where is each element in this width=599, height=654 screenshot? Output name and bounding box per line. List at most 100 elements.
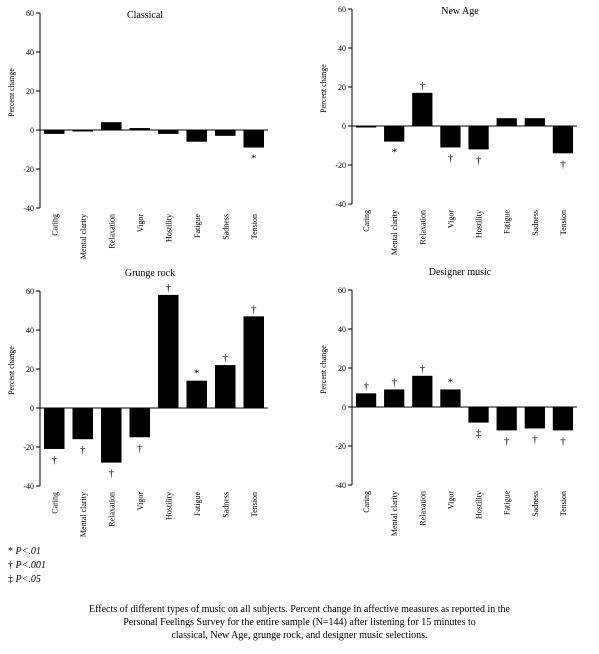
- bar-hostility: [468, 126, 489, 150]
- x-tick-label: Sadness: [221, 492, 230, 518]
- x-tick-label: Mental clarity: [79, 214, 88, 259]
- x-tick-label: Tension: [559, 491, 568, 516]
- bar-fatigue: [186, 380, 208, 408]
- bar-mental-clarity: [384, 389, 405, 407]
- bar-vigor: [129, 128, 151, 130]
- x-tick-label: Tension: [250, 214, 259, 239]
- bar-sadness: [524, 407, 545, 429]
- bar-sadness: [214, 365, 236, 408]
- x-tick-label: Fatigue: [193, 214, 202, 238]
- bar-caring: [355, 126, 377, 128]
- significance-marker: †: [166, 282, 172, 294]
- caption-line: classical, New Age, grunge rock, and des…: [171, 630, 428, 641]
- y-tick-label: -20: [335, 161, 346, 170]
- significance-marker: †: [363, 380, 369, 392]
- chart-title: Classical: [127, 10, 163, 21]
- significance-marker: ‡: [476, 428, 482, 440]
- bar-relaxation: [412, 375, 433, 407]
- y-axis-label: Percent change: [319, 345, 328, 394]
- x-tick-label: Vigor: [136, 214, 145, 233]
- significance-marker: †: [560, 435, 566, 447]
- significance-marker: †: [109, 468, 115, 480]
- x-tick-label: Sadness: [531, 491, 540, 517]
- y-axis-label: Percent change: [319, 64, 328, 113]
- bar-hostility: [157, 130, 179, 134]
- x-tick-label: Hostility: [164, 492, 173, 520]
- bar-caring: [43, 408, 65, 449]
- legend-symbol: ‡: [8, 574, 13, 585]
- y-tick-label: 0: [342, 403, 346, 412]
- significance-marker: †: [448, 152, 454, 164]
- bar-tension: [243, 130, 265, 148]
- x-tick-label: Fatigue: [503, 210, 512, 234]
- x-tick-label: Mental clarity: [390, 210, 399, 255]
- x-tick-label: Relaxation: [418, 210, 427, 245]
- x-tick-label: Fatigue: [503, 491, 512, 515]
- chart-designer-music: Designer music 60 40 20 0 -20 -40 Percent chang…: [319, 267, 577, 536]
- bar-fatigue: [186, 130, 208, 142]
- bar-fatigue: [496, 118, 517, 126]
- y-tick-label: 0: [342, 122, 346, 131]
- bar-relaxation: [412, 92, 433, 126]
- caption-line: Personal Feelings Survey for the entire …: [123, 617, 476, 628]
- legend-text: P<.01: [15, 546, 41, 557]
- legend-item: * P<.01: [8, 545, 46, 559]
- significance-marker: †: [251, 303, 257, 315]
- x-tick-label: Tension: [559, 210, 568, 235]
- significance-legend: * P<.01 † P<.001 ‡ P<.05: [8, 545, 46, 587]
- y-tick-label: -40: [335, 200, 346, 209]
- bar-tension: [552, 407, 574, 431]
- bar-mental-clarity: [384, 126, 405, 142]
- significance-marker: †: [504, 435, 510, 447]
- y-tick-label: 0: [30, 126, 34, 135]
- x-tick-label: Hostility: [164, 214, 173, 242]
- x-tick-label: Relaxation: [418, 491, 427, 526]
- x-tick-label: Tension: [250, 492, 259, 517]
- significance-marker: *: [391, 147, 397, 159]
- chart-title: Designer music: [429, 267, 492, 278]
- significance-marker: †: [391, 376, 397, 388]
- legend-item: † P<.001: [8, 559, 46, 573]
- bar-mental-clarity: [72, 408, 94, 440]
- x-tick-label: Fatigue: [193, 492, 202, 516]
- y-tick-label: 40: [338, 325, 346, 334]
- bar-vigor: [440, 126, 461, 148]
- significance-marker: †: [223, 352, 229, 364]
- bar-hostility: [468, 407, 489, 423]
- chart-grunge-rock: Grunge rock 60 40 20 0 -20 -40 Percent change † C…: [7, 268, 268, 537]
- x-tick-label: Vigor: [446, 210, 455, 229]
- y-tick-label: 60: [338, 5, 346, 14]
- x-tick-label: Vigor: [136, 492, 145, 511]
- y-tick-label: -40: [23, 204, 34, 213]
- y-tick-label: 60: [338, 286, 346, 295]
- significance-marker: †: [560, 158, 566, 170]
- bar-tension: [243, 316, 265, 408]
- x-tick-label: Relaxation: [107, 492, 116, 527]
- significance-marker: †: [52, 454, 58, 466]
- significance-marker: †: [420, 80, 426, 92]
- y-axis-label: Percent change: [7, 68, 16, 117]
- significance-marker: *: [194, 368, 200, 380]
- x-tick-label: Vigor: [446, 491, 455, 510]
- x-tick-label: Caring: [50, 214, 59, 236]
- y-tick-label: 60: [26, 287, 34, 296]
- y-tick-label: 0: [30, 404, 34, 413]
- chart-new-age: New Age 60 40 20 0 -20 -40 Percent change Caring…: [319, 5, 577, 255]
- significance-marker: *: [448, 376, 454, 388]
- x-tick-label: Hostility: [475, 491, 484, 519]
- y-tick-label: -20: [23, 165, 34, 174]
- y-tick-label: -20: [23, 443, 34, 452]
- y-tick-label: 60: [26, 9, 34, 18]
- bar-caring: [43, 130, 65, 134]
- significance-marker: †: [532, 433, 538, 445]
- x-tick-label: Sadness: [531, 210, 540, 236]
- y-tick-label: 40: [338, 44, 346, 53]
- legend-text: P<.001: [15, 560, 46, 571]
- bar-vigor: [440, 389, 461, 407]
- bar-relaxation: [100, 408, 122, 463]
- y-tick-label: 20: [26, 87, 34, 96]
- significance-marker: *: [251, 153, 257, 165]
- chart-title: New Age: [441, 6, 479, 17]
- significance-marker: †: [476, 154, 482, 166]
